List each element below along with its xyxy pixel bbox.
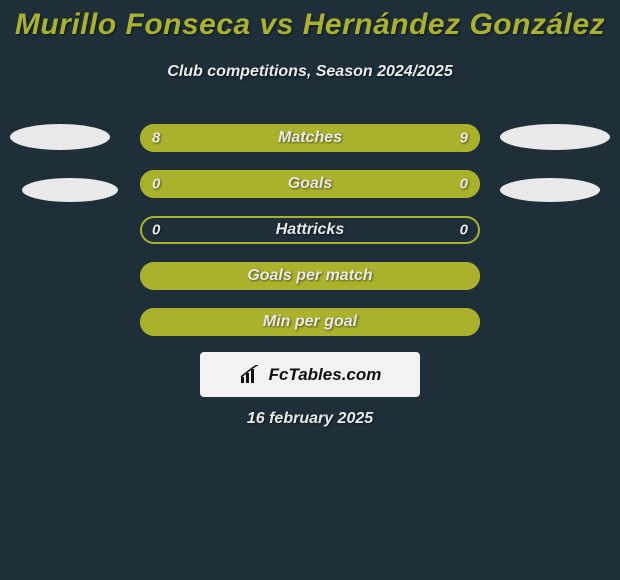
stat-value-right: 0 bbox=[460, 222, 468, 239]
stat-value-left: 0 bbox=[152, 176, 160, 193]
page-title: Murillo Fonseca vs Hernández González bbox=[0, 8, 620, 42]
page-subtitle: Club competitions, Season 2024/2025 bbox=[0, 63, 620, 81]
stat-label: Goals per match bbox=[247, 267, 372, 285]
player-badge bbox=[500, 178, 600, 202]
stat-label: Goals bbox=[288, 175, 332, 193]
stat-row: Hattricks 0 0 bbox=[140, 216, 480, 244]
stat-row: Goals 0 0 bbox=[140, 170, 480, 198]
stat-label: Matches bbox=[278, 129, 342, 147]
stat-row: Matches 8 9 bbox=[140, 124, 480, 152]
stat-label: Hattricks bbox=[276, 221, 344, 239]
date-label: 16 february 2025 bbox=[0, 410, 620, 428]
stat-value-right: 9 bbox=[460, 130, 468, 147]
source-logo-text: FcTables.com bbox=[269, 365, 382, 385]
stat-row: Min per goal bbox=[140, 308, 480, 336]
stat-value-left: 8 bbox=[152, 130, 160, 147]
player-badge bbox=[500, 124, 610, 150]
chart-icon bbox=[239, 365, 263, 385]
stat-value-right: 0 bbox=[460, 176, 468, 193]
stat-row: Goals per match bbox=[140, 262, 480, 290]
source-logo: FcTables.com bbox=[200, 352, 420, 397]
player-badge bbox=[22, 178, 118, 202]
stat-label: Min per goal bbox=[263, 313, 357, 331]
player-badge bbox=[10, 124, 110, 150]
stat-value-left: 0 bbox=[152, 222, 160, 239]
